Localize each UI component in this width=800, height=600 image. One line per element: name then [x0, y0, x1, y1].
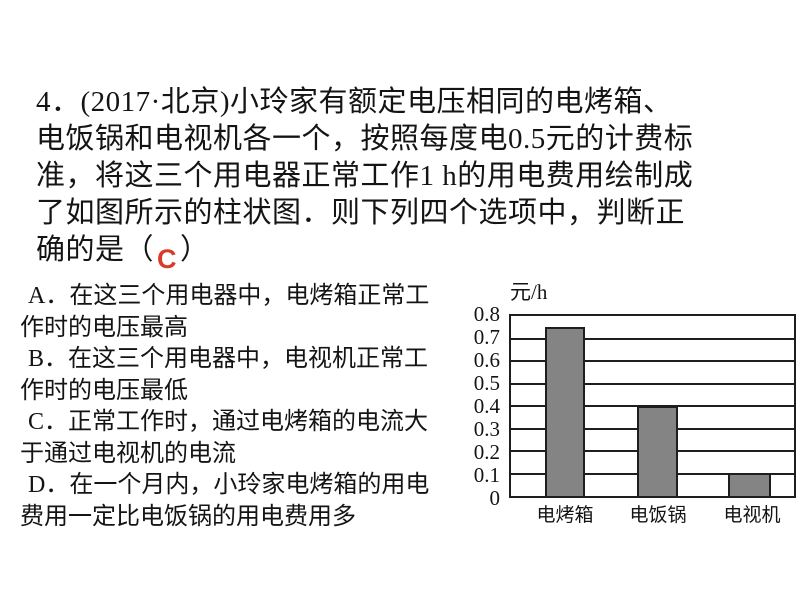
y-tick-label: 0.5: [473, 371, 500, 395]
x-axis-label-电视机: 电视机: [723, 505, 781, 526]
bar-chart: 元/h 0.8 0.7 0.6 0.5 0.4 0.3 0.2 0.1 0 电烤箱 电饭锅 电视机: [450, 280, 800, 535]
option-d-line-2: 费用一定比电饭锅的用电费用多: [20, 503, 356, 530]
question-text: 4．(2017·北京)小玲家有额定电压相同的电烤箱、 电饭锅和电视机各一个，按照…: [36, 84, 781, 274]
question-line: 4．(2017·北京)小玲家有额定电压相同的电烤箱、: [36, 86, 673, 118]
option-a-line-2: 作时的电压最高: [20, 314, 188, 341]
question-last-line-suffix: ）: [180, 234, 210, 266]
y-tick-label: 0: [489, 486, 501, 510]
gridline: [511, 382, 794, 385]
option-a-line-1: A．在这三个用电器中，电烤箱正常工: [28, 283, 430, 309]
question-last-line-prefix: 确的是（: [36, 234, 155, 266]
question-line: 电饭锅和电视机各一个，按照每度电0.5元的计费标: [36, 123, 694, 155]
y-tick-label: 0.6: [473, 348, 500, 372]
question-line: 准，将这三个用电器正常工作1 h的用电费用绘制成: [36, 160, 694, 192]
option-d-line-1: D．在一个月内，小玲家电烤箱的用电: [28, 472, 430, 498]
y-tick-label: 0.3: [473, 417, 500, 441]
y-axis-ticks: 0.8 0.7 0.6 0.5 0.4 0.3 0.2 0.1 0: [450, 303, 504, 510]
question-line: 了如图所示的柱状图．则下列四个选项中，判断正: [36, 197, 686, 229]
y-tick-label: 0.2: [473, 440, 500, 464]
bar-电烤箱: [545, 327, 585, 496]
option-b-line-1: B．在这三个用电器中，电视机正常工: [28, 346, 429, 372]
option-c-line-1: C．正常工作时，通过电烤箱的电流大: [28, 409, 429, 435]
x-axis-label-电烤箱: 电烤箱: [536, 505, 594, 526]
option-b-line-2: 作时的电压最低: [20, 377, 188, 404]
gridline: [511, 337, 794, 340]
options-list: A．在这三个用电器中，电烤箱正常工 作时的电压最高 B．在这三个用电器中，电视机…: [20, 281, 480, 533]
y-tick-label: 0.7: [473, 325, 500, 349]
x-axis-labels: 电烤箱 电饭锅 电视机: [509, 503, 796, 531]
y-tick-label: 0.8: [473, 302, 500, 326]
y-tick-label: 0.4: [473, 394, 500, 418]
y-tick-label: 0.1: [473, 463, 500, 487]
gridline: [511, 360, 794, 362]
option-c-line-2: 于通过电视机的电流: [20, 440, 236, 467]
bar-chart-plot: [509, 314, 796, 498]
y-axis-unit-label: 元/h: [510, 280, 548, 304]
x-axis-label-电饭锅: 电饭锅: [629, 505, 687, 526]
question-last-line: 确的是（ C）: [36, 232, 781, 274]
bar-电饭锅: [637, 406, 678, 496]
bar-电视机: [728, 473, 771, 496]
answer-letter: C: [157, 244, 178, 274]
